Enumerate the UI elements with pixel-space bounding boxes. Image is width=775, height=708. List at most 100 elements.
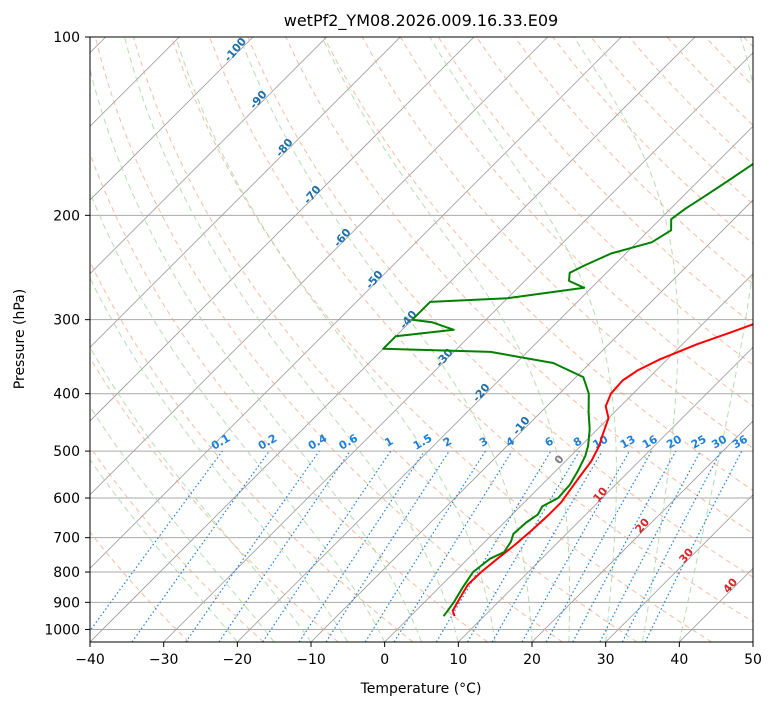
x-tick-label: 40 <box>670 652 688 668</box>
mixing-ratio-label: 2 <box>441 435 454 450</box>
dry-adiabat-line <box>209 37 753 623</box>
adiabat-label: -60 <box>331 226 354 250</box>
y-tick-label: 700 <box>53 531 80 547</box>
dry-adiabat-line <box>552 37 753 245</box>
mixing-ratio-line <box>262 450 392 642</box>
adiabat-label: 0 <box>552 452 567 466</box>
isotherm-line <box>384 273 753 642</box>
isotherm-line <box>163 52 753 642</box>
mixing-ratio-line <box>325 450 450 642</box>
plot-frame <box>89 36 754 643</box>
dry-adiabat-line <box>514 37 753 285</box>
y-tick-label: 1000 <box>44 622 80 638</box>
y-tick-label: 100 <box>53 30 80 46</box>
dry-adiabat-line <box>247 37 753 578</box>
mixing-ratio-line <box>599 450 702 642</box>
mixing-ratio-line <box>621 450 722 642</box>
mixing-ratio-line <box>644 450 743 642</box>
dry-adiabat-line <box>704 37 753 87</box>
mixing-ratio-label: 30 <box>709 432 729 451</box>
adiabat-label: -70 <box>301 183 324 207</box>
y-axis-label: Pressure (hPa) <box>12 289 28 389</box>
dry-adiabat-line <box>90 356 339 642</box>
mixing-ratio-line <box>435 450 552 642</box>
isotherm-line <box>90 37 327 275</box>
adiabat-label: -10 <box>510 414 533 438</box>
adiabat-label: -20 <box>470 381 493 405</box>
dewpoint-profile-line <box>382 162 753 617</box>
dry-adiabat-line <box>90 531 190 642</box>
isotherm-line <box>237 125 753 642</box>
x-tick-label: 30 <box>597 652 615 668</box>
isotherm-line <box>752 641 753 642</box>
mixing-ratio-label: 36 <box>730 432 750 451</box>
dry-adiabat-line <box>132 37 638 642</box>
x-tick-label: 20 <box>523 652 541 668</box>
moist-adiabat-line <box>239 37 533 642</box>
y-tick-label: 600 <box>53 491 80 507</box>
moist-adiabat-line <box>124 37 459 642</box>
x-tick-label: −30 <box>149 652 179 668</box>
isotherm-line <box>90 37 401 348</box>
dry-adiabat-line <box>361 37 753 449</box>
x-tick-label: 50 <box>744 652 762 668</box>
mixing-ratio-line <box>298 450 425 642</box>
background-line-labels: 0.1 0.2 0.4 0.6 1 1.5 2 3 4 6 8 10 13 16 20 25 30 36-100-… <box>209 35 750 596</box>
mixing-ratio-label: 0.1 <box>209 432 232 453</box>
moist-adiabat-line <box>90 405 275 642</box>
mixing-ratio-label: 20 <box>664 432 684 451</box>
mixing-ratio-line <box>131 450 270 642</box>
x-tick-label: 0 <box>380 652 389 668</box>
isotherm-line <box>531 420 753 642</box>
mixing-ratio-line <box>364 450 486 642</box>
isotherm-line <box>458 346 753 642</box>
isotherm-line <box>679 567 753 642</box>
moist-adiabat-line <box>573 37 679 642</box>
y-tick-label: 500 <box>53 444 80 460</box>
isotherm-line <box>310 199 753 642</box>
mixing-ratio-line <box>545 450 653 642</box>
x-axis: −40 −30 −20 −10 0 10 20 30 40 50 <box>75 642 762 668</box>
dry-adiabat-line <box>94 37 563 642</box>
mixing-ratio-label: 0.4 <box>306 431 330 452</box>
adiabat-label: -50 <box>363 268 386 292</box>
mixing-ratio-label: 13 <box>618 433 638 452</box>
isotherm-line <box>605 494 753 642</box>
mixing-ratio-label: 25 <box>689 433 709 452</box>
temperature-profile-line <box>451 323 753 617</box>
adiabat-label: -100 <box>221 35 249 65</box>
moist-adiabat-line <box>90 277 349 642</box>
dry-adiabat-line <box>437 37 753 366</box>
mixing-ratio-label: 1 <box>382 435 395 450</box>
adiabat-label: 40 <box>720 575 740 595</box>
mixing-ratio-label: 3 <box>477 435 490 450</box>
mixing-ratio-label: 16 <box>640 432 660 451</box>
mixing-ratio-label: 1.5 <box>411 432 434 453</box>
dry-adiabat-line <box>743 37 753 48</box>
moist-adiabat-line <box>678 37 753 642</box>
moist-adiabat-line <box>90 458 238 642</box>
isotherm-line <box>90 37 548 496</box>
mixing-ratio-label: 8 <box>571 435 584 450</box>
moist-adiabat-line <box>90 346 312 642</box>
dry-adiabat-line <box>90 260 414 642</box>
mixing-ratio-line <box>90 450 223 632</box>
adiabat-label: 10 <box>590 484 610 504</box>
chart-title: wetPf2_YM08.2026.009.16.33.E09 <box>284 11 558 31</box>
background-lines <box>90 37 753 642</box>
mixing-ratio-line <box>218 450 351 642</box>
dry-adiabat-line <box>171 37 712 642</box>
y-tick-label: 300 <box>53 313 80 329</box>
profile-series <box>382 162 753 617</box>
adiabat-label: -30 <box>433 346 456 370</box>
isotherm-line <box>90 37 475 422</box>
dry-adiabat-line <box>90 446 264 642</box>
mixing-ratio-line <box>521 450 631 642</box>
y-tick-label: 200 <box>53 208 80 224</box>
adiabat-label: 30 <box>676 545 696 565</box>
moist-adiabat-line <box>175 37 496 642</box>
adiabat-label: -90 <box>247 88 270 112</box>
x-tick-label: 10 <box>449 652 467 668</box>
dry-adiabat-line <box>399 37 753 407</box>
